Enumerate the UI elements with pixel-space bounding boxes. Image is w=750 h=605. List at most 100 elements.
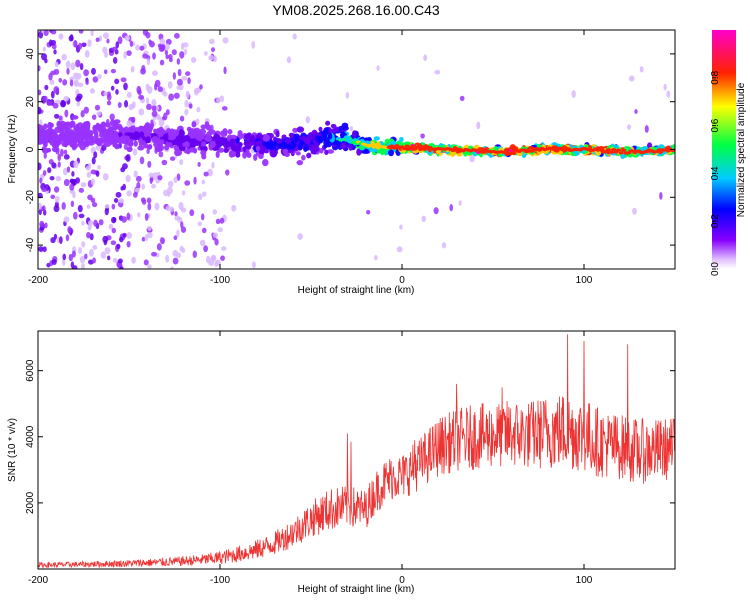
heatmap-cell <box>150 251 157 257</box>
heatmap-cell <box>154 202 160 211</box>
heatmap-cell <box>309 144 316 152</box>
heatmap-cell <box>399 136 404 143</box>
heatmap-cell <box>138 108 145 116</box>
heatmap-cell <box>349 125 354 132</box>
heatmap-cell <box>229 150 236 158</box>
heatmap-cell <box>199 239 206 246</box>
heatmap-cell <box>53 186 60 193</box>
heatmap-cell <box>173 176 178 184</box>
heatmap-cell <box>366 209 371 215</box>
heatmap-ridge-cell <box>618 151 624 155</box>
heatmap-cell <box>388 149 395 157</box>
heatmap-cell <box>143 259 149 266</box>
heatmap-cell <box>67 226 72 234</box>
heatmap-cell <box>160 237 166 245</box>
heatmap-cell <box>55 175 62 182</box>
heatmap-cell <box>170 206 174 212</box>
heatmap-cell <box>197 162 201 167</box>
heatmap-cell <box>225 169 230 176</box>
heatmap-cell <box>214 238 219 246</box>
heatmap-cell <box>69 189 75 195</box>
heatmap-cell <box>132 191 138 198</box>
heatmap-cell <box>103 69 108 75</box>
heatmap-cell <box>104 51 108 58</box>
colorbar-tick-label: 0.4 <box>710 166 721 180</box>
heatmap-cell <box>65 234 70 242</box>
heatmap-cell <box>281 142 288 149</box>
heatmap-cell <box>219 217 225 224</box>
heatmap-cell <box>91 156 96 165</box>
heatmap-cell <box>75 59 81 68</box>
heatmap-cell <box>90 169 97 175</box>
heatmap-cell <box>84 253 88 260</box>
heatmap-cell <box>322 133 328 142</box>
heatmap-cell <box>43 30 49 37</box>
heatmap-cell <box>69 120 76 128</box>
heatmap-ridge-cell <box>391 146 397 150</box>
heatmap-cell <box>137 89 142 96</box>
heatmap-cell <box>211 161 215 169</box>
heatmap-ridge-cell <box>345 138 352 142</box>
heatmap-cell <box>151 110 158 118</box>
heatmap-cell <box>147 264 152 269</box>
heatmap-cell <box>107 255 111 261</box>
heatmap-cell <box>57 153 61 162</box>
heatmap-cell <box>203 171 209 177</box>
heatmap-cell <box>109 113 115 121</box>
heatmap-cell <box>122 163 128 170</box>
heatmap-cell <box>161 159 168 166</box>
heatmap-cell <box>66 166 71 173</box>
heatmap-cell <box>51 162 57 169</box>
heatmap-cell <box>147 225 152 231</box>
heatmap-cell <box>146 197 152 204</box>
heatmap-cell <box>162 133 169 140</box>
heatmap-cell <box>42 46 47 52</box>
heatmap-cell <box>54 113 60 119</box>
heatmap-cell <box>330 128 337 135</box>
heatmap-cell <box>221 246 227 251</box>
heatmap-cell <box>110 119 116 127</box>
heatmap-cell <box>38 202 42 210</box>
heatmap-cell <box>158 119 165 127</box>
heatmap-cell <box>184 99 189 108</box>
heatmap-cell <box>182 42 189 48</box>
heatmap-cell <box>146 148 150 155</box>
heatmap-cell <box>138 125 145 132</box>
heatmap-cell <box>295 151 301 156</box>
heatmap-cell <box>45 128 51 134</box>
heatmap-cell <box>204 51 208 56</box>
heatmap-cell <box>89 88 95 94</box>
heatmap-cell <box>183 141 190 148</box>
snr-x-tick-label: -100 <box>210 575 230 586</box>
colorbar-label: Normalized spectral amplitude <box>736 82 747 217</box>
heatmap-cell <box>286 56 292 64</box>
heatmap-cell <box>134 133 141 140</box>
heatmap-cell <box>189 209 195 217</box>
heatmap-cell <box>73 160 79 169</box>
heatmap-cell <box>159 38 166 45</box>
heatmap-cell <box>181 247 186 254</box>
heatmap-cell <box>106 136 112 144</box>
heatmap-cell <box>43 152 47 159</box>
heatmap-cell <box>220 255 226 261</box>
heatmap-cell <box>285 138 292 144</box>
heatmap-cell <box>71 115 79 120</box>
heatmap-cell <box>469 154 475 163</box>
heatmap-cell <box>44 222 48 229</box>
heatmap-cell <box>73 211 78 220</box>
heatmap-cell <box>251 261 256 269</box>
heatmap-cell <box>62 253 67 261</box>
heatmap-cell <box>209 140 216 149</box>
heatmap-cell <box>268 143 276 151</box>
heatmap-cell <box>639 66 644 73</box>
heatmap-cell <box>634 109 638 114</box>
heatmap-cell <box>38 130 43 138</box>
heatmap-cell <box>119 266 124 269</box>
heatmap-ridge-cell <box>605 148 611 152</box>
heatmap-cell <box>183 48 188 56</box>
heatmap-cell <box>223 66 227 75</box>
heatmap-ridge-cell <box>501 150 507 154</box>
heatmap-cell <box>292 127 298 133</box>
heatmap-cell <box>114 144 120 150</box>
